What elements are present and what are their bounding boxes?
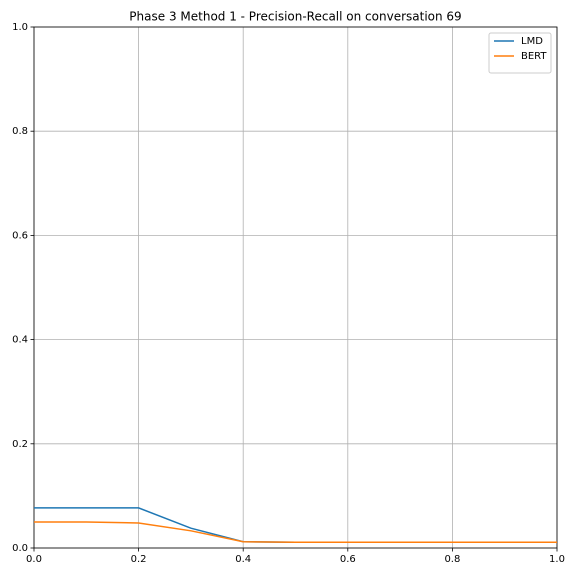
y-tick-label: 1.0 [12, 22, 28, 33]
legend-label: BERT [521, 51, 547, 62]
legend-box [488, 32, 552, 74]
y-tick-label: 0.6 [12, 230, 28, 241]
y-tick-label: 0.8 [12, 126, 28, 137]
y-tick-label: 0.2 [12, 439, 28, 450]
y-tick-label: 0.4 [12, 335, 28, 346]
legend-label: LMD [521, 36, 543, 47]
y-tick-label: 0.0 [12, 543, 28, 554]
x-tick-label: 0.8 [444, 554, 460, 565]
data-line [34, 521, 557, 544]
plot-frame [33, 26, 558, 549]
x-tick-label: 0.2 [131, 554, 147, 565]
x-tick-label: 0.4 [235, 554, 251, 565]
chart-title: Phase 3 Method 1 - Precision-Recall on c… [129, 10, 461, 24]
x-tick-label: 0.6 [340, 554, 356, 565]
x-tick-label: 0.0 [26, 554, 42, 565]
x-tick-label: 1.0 [549, 554, 565, 565]
